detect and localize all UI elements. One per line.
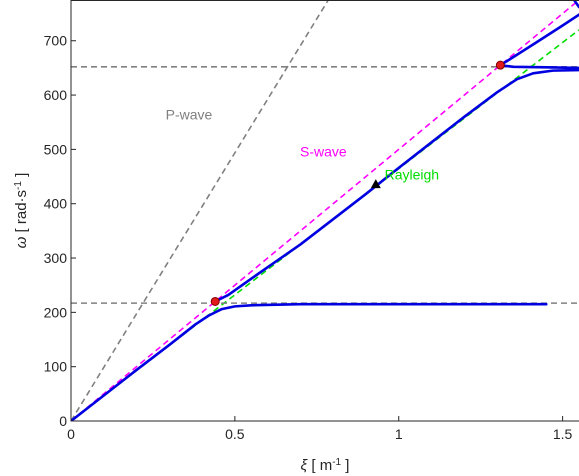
series-line-5 — [71, 302, 548, 421]
annotation-1: S-wave — [300, 143, 347, 159]
series-line-7 — [499, 13, 579, 67]
x-tick-label-0: 0 — [67, 426, 75, 442]
x-axis-unit-close: ] — [341, 457, 349, 474]
plot-layer: P-wave S-wave Rayleigh — [71, 0, 579, 421]
tick-layer: 0 0.5 1 1.5 0 100 200 300 400 500 600 700 — [44, 33, 573, 442]
x-axis-symbol: ξ — [301, 457, 309, 474]
y-axis-label: ω [ rad·s-1 ] — [13, 173, 31, 249]
x-axis-label: ξ [ m-1 ] — [301, 457, 350, 475]
series-line-6 — [213, 68, 579, 303]
x-tick-label-2: 1 — [395, 426, 403, 442]
annotation-2: Rayleigh — [385, 166, 439, 182]
y-tick-label-0: 0 — [59, 413, 67, 429]
marker-circle-1 — [495, 60, 505, 70]
marker-triangle-2 — [370, 179, 381, 189]
y-axis-symbol: ω — [13, 236, 30, 248]
axes-frame — [70, 0, 579, 422]
y-tick-label-1: 100 — [44, 359, 68, 375]
x-axis-unit-exponent: -1 — [332, 457, 341, 468]
y-tick-label-7: 700 — [44, 33, 68, 49]
y-axis-unit-close: ] — [13, 173, 30, 181]
y-axis-unit: [ rad·s — [13, 190, 30, 237]
y-tick-label-6: 600 — [44, 87, 68, 103]
x-tick-label-3: 1.5 — [553, 426, 573, 442]
y-tick-label-3: 300 — [44, 250, 68, 266]
annotation-0: P-wave — [166, 107, 213, 123]
series-line-0 — [71, 0, 329, 421]
y-axis-unit-exponent: -1 — [13, 181, 24, 190]
y-tick-label-5: 500 — [44, 141, 68, 157]
y-tick-label-4: 400 — [44, 196, 68, 212]
x-axis-unit: [ m — [307, 457, 332, 474]
marker-circle-0 — [210, 296, 220, 306]
y-tick-label-2: 200 — [44, 304, 68, 320]
series-line-9 — [572, 0, 579, 9]
plot-area: P-wave S-wave Rayleigh — [71, 0, 579, 421]
series-line-8 — [499, 63, 579, 70]
x-tick-label-1: 0.5 — [225, 426, 245, 442]
